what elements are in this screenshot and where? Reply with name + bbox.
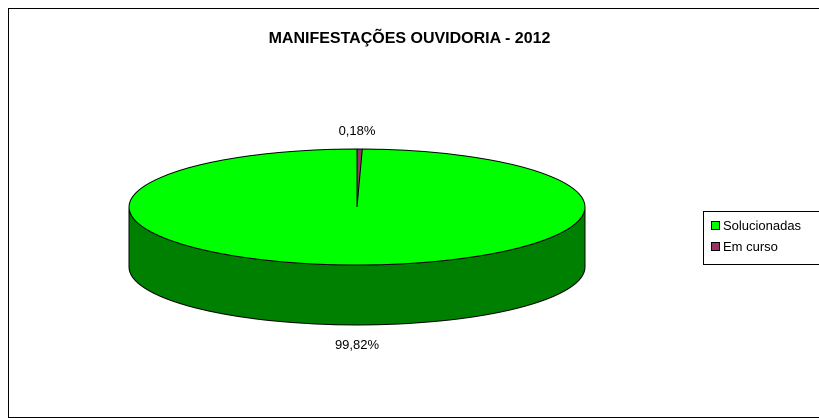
legend-label-em-curso: Em curso [723, 239, 778, 254]
legend-label-solucionadas: Solucionadas [723, 218, 802, 233]
chart-title: MANIFESTAÇÕES OUVIDORIA - 2012 [268, 30, 551, 47]
legend-item-em-curso: Em curso [711, 239, 778, 254]
data-label-em-curso: 0,18% [339, 123, 376, 138]
pie-slice-em-curso [356, 148, 363, 208]
legend-swatch-em-curso [711, 242, 720, 252]
legend-swatch-solucionadas [711, 221, 720, 231]
legend-item-solucionadas: Solucionadas [711, 218, 801, 233]
chart-legend: Solucionadas Em curso [703, 211, 819, 265]
data-label-solucionadas: 99,82% [335, 337, 380, 352]
